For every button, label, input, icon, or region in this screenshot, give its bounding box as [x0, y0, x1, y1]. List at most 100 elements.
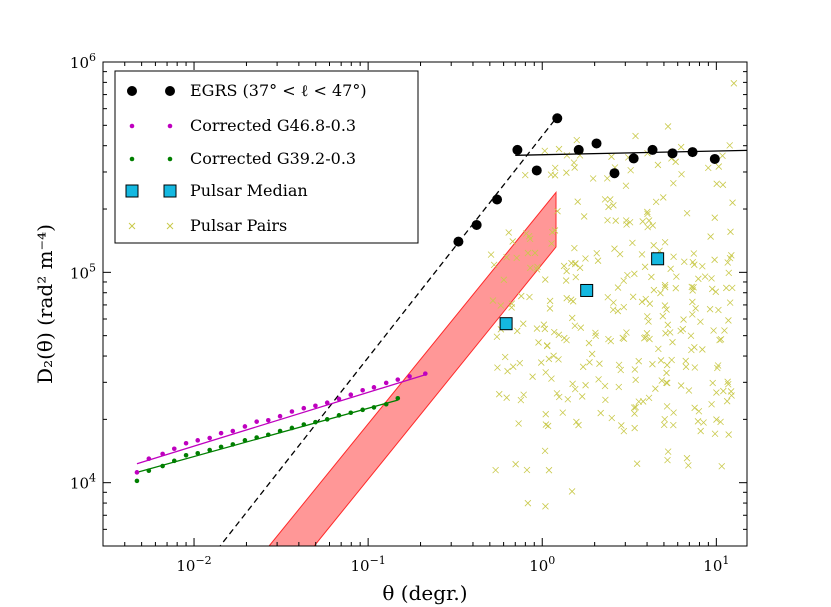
pulsar-pair-point: [508, 304, 515, 311]
pulsar-pair-stroke: [535, 339, 542, 346]
x-tick-label: 101: [703, 554, 729, 575]
pulsar-pair-stroke: [553, 390, 561, 397]
pulsar-pair-point: [568, 488, 576, 495]
pulsar-pair-stroke: [604, 216, 611, 224]
pulsar-pair-point: [524, 499, 532, 507]
pulsar-pair-point: [673, 273, 680, 280]
pulsar-pair-stroke: [501, 353, 509, 361]
pulsar-pair-stroke: [723, 397, 731, 405]
pulsar-pair-point: [546, 305, 554, 312]
g39-point: [134, 478, 140, 484]
pulsar-pair-point: [624, 271, 631, 279]
g39-point: [207, 447, 212, 453]
pulsar-pair-stroke: [685, 462, 692, 469]
pulsar-pair-stroke: [690, 250, 698, 257]
pulsar-pair-point: [645, 217, 653, 224]
pulsar-pair-stroke: [680, 258, 688, 266]
pulsar-pair-point: [725, 431, 732, 438]
pulsar-pair-point: [635, 357, 643, 365]
pulsar-pair-point: [559, 409, 567, 416]
pulsar-pair-point: [545, 466, 553, 474]
pulsar-pair-stroke: [726, 299, 734, 306]
pulsar-pair-point: [606, 196, 614, 203]
pulsar-pair-point: [596, 360, 603, 367]
pulsar-pair-stroke: [716, 336, 723, 344]
pulsar-pair-stroke: [550, 352, 557, 360]
pulsar-pair-point: [571, 244, 578, 252]
pulsar-pair-stroke: [663, 379, 671, 387]
pulsar-pair-stroke: [683, 454, 691, 462]
pulsar-pair-stroke: [607, 337, 615, 345]
pulsar-pair-point: [722, 284, 730, 292]
pulsar-pair-point: [661, 302, 669, 309]
pulsar-pair-stroke: [726, 254, 734, 262]
pulsar-pair-point: [542, 421, 550, 428]
pulsar-pair-point: [677, 143, 685, 151]
legend-markers: [125, 86, 177, 230]
pulsar-pair-point: [695, 275, 702, 283]
pulsar-pair-stroke: [713, 364, 721, 372]
pulsar-pair-stroke: [726, 142, 733, 149]
pulsar-pair-stroke: [495, 390, 503, 398]
pulsar-pair-point: [542, 503, 549, 510]
pulsar-pair-stroke: [497, 302, 505, 309]
pulsar-pair-stroke: [648, 273, 655, 281]
pulsar-pair-stroke: [645, 217, 653, 224]
pulsar-pair-stroke: [614, 284, 622, 291]
pulsar-pair-stroke: [505, 229, 513, 236]
pulsar-pair-stroke: [660, 421, 668, 429]
g39-point: [313, 419, 318, 425]
pulsar-pair-stroke: [489, 297, 497, 304]
pulsar-pair-point: [555, 356, 562, 363]
pulsar-pair-point: [551, 172, 559, 179]
pulsar-pair-stroke: [643, 313, 651, 320]
pulsar-pair-stroke: [504, 367, 511, 375]
pulsar-pair-stroke: [620, 303, 628, 311]
pulsar-pair-point: [692, 304, 699, 312]
pulsar-pair-stroke: [670, 409, 677, 416]
pulsar-pair-stroke: [541, 276, 549, 283]
pulsar-pair-point: [620, 303, 628, 311]
g46-point: [395, 377, 401, 382]
pulsar-pair-stroke: [509, 363, 517, 370]
egrs-point: [667, 148, 678, 159]
pulsar-pair-point: [683, 454, 691, 462]
pulsar-pair-stroke: [714, 362, 722, 369]
fit-line-2: [136, 374, 426, 465]
pulsar-pair-stroke: [605, 203, 612, 211]
egrs-point: [471, 219, 482, 230]
pulsar-pair-stroke: [658, 377, 666, 384]
pulsar-pair-stroke: [549, 228, 556, 236]
pulsar-pair-stroke: [662, 329, 669, 337]
pulsar-pair-point: [608, 153, 615, 160]
pulsar-pair-stroke: [680, 316, 687, 323]
pulsar-pair-point: [547, 171, 555, 178]
g39-point: [336, 413, 342, 418]
pulsar-pair-stroke: [620, 427, 628, 435]
pulsar-pair-point: [563, 169, 570, 176]
pulsar-pair-stroke: [707, 233, 714, 240]
pulsar-pair-point: [649, 222, 657, 229]
pulsar-pair-point: [555, 145, 563, 153]
pulsar-pair-point: [689, 311, 696, 318]
pulsar-pair-stroke: [642, 334, 649, 341]
pulsar-pair-stroke: [708, 285, 716, 293]
pulsar-pair-stroke: [717, 336, 725, 343]
legend-label-egrs: EGRS (37° < ℓ < 47°): [190, 81, 367, 100]
pulsar-pair-point: [678, 170, 685, 178]
pulsar-pair-point: [542, 369, 549, 376]
egrs-point: [609, 168, 620, 179]
pulsar-pair-point: [642, 334, 649, 341]
pulsar-pair-stroke: [494, 364, 501, 371]
pulsar-pair-point: [513, 254, 520, 262]
egrs-point: [573, 144, 584, 155]
legend-box: [114, 70, 419, 244]
pulsar-pair-stroke: [618, 422, 625, 429]
pulsar-pair-stroke: [547, 171, 555, 178]
pulsar-pair-stroke: [643, 208, 651, 216]
pulsar-pair-stroke: [683, 209, 691, 217]
pulsar-pair-point: [529, 373, 536, 380]
pulsar-pair-point: [573, 418, 580, 426]
pulsar-pair-stroke: [608, 153, 615, 160]
pulsar-pair-stroke: [533, 266, 541, 273]
